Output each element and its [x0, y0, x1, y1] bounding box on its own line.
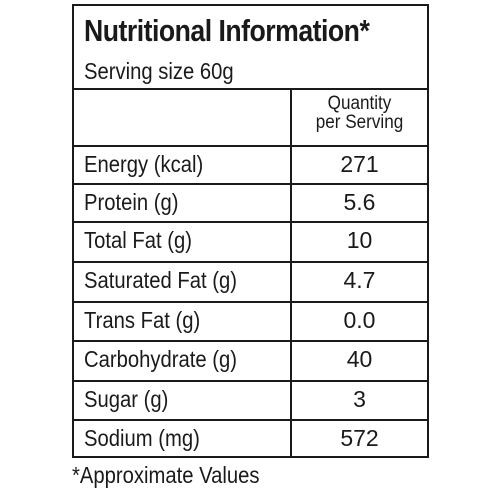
table-row: Sugar (g) 3 [74, 380, 427, 419]
table-row: Energy (kcal) 271 [74, 145, 427, 183]
nutrient-value: 10 [346, 227, 373, 253]
nutrient-label: Carbohydrate (g) [84, 346, 237, 372]
nutrient-value: 0.0 [343, 307, 376, 333]
panel-title: Nutritional Information* [84, 13, 370, 48]
column-header-line2: per Serving [315, 112, 404, 133]
nutrient-value: 4.7 [343, 267, 376, 293]
nutrient-value: 572 [340, 425, 379, 451]
footnote: *Approximate Values [72, 462, 260, 488]
nutrient-value: 271 [340, 151, 379, 177]
column-divider [290, 90, 292, 456]
nutrient-label: Energy (kcal) [84, 151, 204, 177]
nutrition-panel: Nutritional Information* Serving size 60… [72, 4, 429, 458]
panel-header: Nutritional Information* Serving size 60… [74, 6, 427, 90]
table-row: Carbohydrate (g) 40 [74, 340, 427, 380]
nutrient-value: 3 [353, 386, 366, 412]
serving-size: Serving size 60g [84, 58, 234, 84]
nutrient-label: Sodium (mg) [84, 425, 200, 451]
nutrient-label: Saturated Fat (g) [84, 267, 237, 293]
table-row: Saturated Fat (g) 4.7 [74, 261, 427, 301]
column-header: Quantity per Serving [292, 94, 427, 132]
column-header-line1: Quantity [327, 93, 392, 114]
nutrient-label: Trans Fat (g) [84, 307, 201, 333]
table-row: Total Fat (g) 10 [74, 221, 427, 261]
table-row: Trans Fat (g) 0.0 [74, 301, 427, 340]
table-row: Protein (g) 5.6 [74, 183, 427, 221]
nutrient-label: Sugar (g) [84, 386, 169, 412]
nutrient-value: 40 [346, 346, 373, 372]
nutrient-label: Protein (g) [84, 189, 179, 215]
nutrient-label: Total Fat (g) [84, 227, 192, 253]
nutrient-value: 5.6 [343, 189, 376, 215]
table-row: Sodium (mg) 572 [74, 419, 427, 456]
